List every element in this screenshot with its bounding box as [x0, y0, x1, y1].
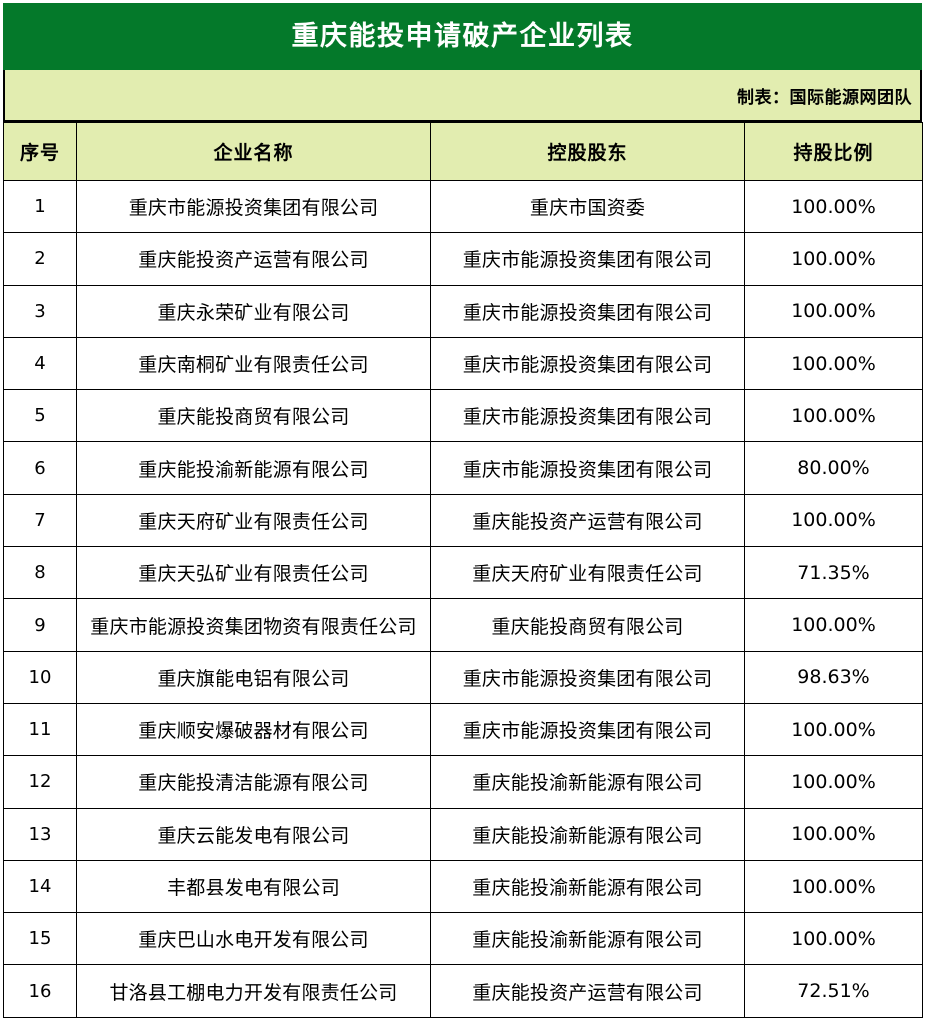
cell-no: 11: [3, 702, 77, 757]
cell-pct: 100.00%: [744, 179, 923, 234]
table-body: 1 重庆市能源投资集团有限公司 重庆市国资委 100.00% 2 重庆能投资产运营有限公司…: [3, 179, 923, 1018]
cell-owner: 重庆市能源投资集团有限公司: [430, 389, 745, 443]
table-header-row: 序号 企业名称 控股股东 持股比例: [3, 122, 923, 181]
cell-pct: 100.00%: [744, 284, 923, 338]
cell-name: 重庆能投资产运营有限公司: [76, 232, 431, 286]
cell-name: 甘洛县工棚电力开发有限责任公司: [76, 964, 431, 1018]
table-row: 16 甘洛县工棚电力开发有限责任公司 重庆能投资产运营有限公司 72.51%: [3, 964, 923, 1018]
cell-owner: 重庆市能源投资集团有限公司: [430, 441, 745, 495]
cell-name: 重庆市能源投资集团物资有限责任公司: [76, 598, 431, 652]
cell-name: 重庆巴山水电开发有限公司: [76, 912, 431, 966]
cell-owner: 重庆市能源投资集团有限公司: [430, 702, 745, 757]
column-header-no: 序号: [3, 122, 77, 181]
column-header-pct: 持股比例: [744, 122, 923, 181]
table-row: 4 重庆南桐矿业有限责任公司 重庆市能源投资集团有限公司 100.00%: [3, 336, 923, 391]
table-row: 11 重庆顺安爆破器材有限公司 重庆市能源投资集团有限公司 100.00%: [3, 702, 923, 757]
cell-no: 2: [3, 232, 77, 286]
cell-name: 重庆顺安爆破器材有限公司: [76, 702, 431, 757]
table-row: 1 重庆市能源投资集团有限公司 重庆市国资委 100.00%: [3, 179, 923, 234]
table-row: 5 重庆能投商贸有限公司 重庆市能源投资集团有限公司 100.00%: [3, 389, 923, 443]
table-row: 13 重庆云能发电有限公司 重庆能投渝新能源有限公司 100.00%: [3, 807, 923, 861]
cell-pct: 100.00%: [744, 232, 923, 286]
cell-name: 重庆市能源投资集团有限公司: [76, 179, 431, 234]
title-banner: 重庆能投申请破产企业列表: [3, 3, 922, 70]
cell-name: 重庆南桐矿业有限责任公司: [76, 336, 431, 391]
column-header-owner: 控股股东: [430, 122, 745, 181]
cell-no: 5: [3, 389, 77, 443]
cell-name: 丰都县发电有限公司: [76, 859, 431, 914]
table-row: 8 重庆天弘矿业有限责任公司 重庆天府矿业有限责任公司 71.35%: [3, 546, 923, 600]
cell-owner: 重庆市能源投资集团有限公司: [430, 650, 745, 704]
table-row: 9 重庆市能源投资集团物资有限责任公司 重庆能投商贸有限公司 100.00%: [3, 598, 923, 652]
cell-name: 重庆能投渝新能源有限公司: [76, 441, 431, 495]
page-title: 重庆能投申请破产企业列表: [291, 21, 634, 52]
cell-no: 3: [3, 284, 77, 338]
cell-pct: 100.00%: [744, 859, 923, 914]
cell-no: 10: [3, 650, 77, 704]
cell-no: 13: [3, 807, 77, 861]
cell-pct: 71.35%: [744, 546, 923, 600]
cell-name: 重庆能投清洁能源有限公司: [76, 755, 431, 809]
table-row: 7 重庆天府矿业有限责任公司 重庆能投资产运营有限公司 100.00%: [3, 493, 923, 548]
cell-owner: 重庆能投商贸有限公司: [430, 598, 745, 652]
cell-no: 9: [3, 598, 77, 652]
cell-no: 16: [3, 964, 77, 1018]
cell-name: 重庆云能发电有限公司: [76, 807, 431, 861]
cell-name: 重庆天府矿业有限责任公司: [76, 493, 431, 548]
cell-pct: 100.00%: [744, 598, 923, 652]
table-row: 2 重庆能投资产运营有限公司 重庆市能源投资集团有限公司 100.00%: [3, 232, 923, 286]
cell-name: 重庆天弘矿业有限责任公司: [76, 546, 431, 600]
table-row: 6 重庆能投渝新能源有限公司 重庆市能源投资集团有限公司 80.00%: [3, 441, 923, 495]
cell-name: 重庆永荣矿业有限公司: [76, 284, 431, 338]
table-row: 14 丰都县发电有限公司 重庆能投渝新能源有限公司 100.00%: [3, 859, 923, 914]
company-table: 序号 企业名称 控股股东 持股比例 1 重庆市能源投资集团有限公司 重庆市国资委 10…: [3, 122, 923, 1018]
table-header: 序号 企业名称 控股股东 持股比例: [3, 122, 923, 181]
cell-owner: 重庆市能源投资集团有限公司: [430, 232, 745, 286]
cell-owner: 重庆能投渝新能源有限公司: [430, 859, 745, 914]
cell-pct: 100.00%: [744, 493, 923, 548]
cell-pct: 100.00%: [744, 807, 923, 861]
table-row: 15 重庆巴山水电开发有限公司 重庆能投渝新能源有限公司 100.00%: [3, 912, 923, 966]
table-row: 3 重庆永荣矿业有限公司 重庆市能源投资集团有限公司 100.00%: [3, 284, 923, 338]
cell-pct: 100.00%: [744, 336, 923, 391]
cell-pct: 100.00%: [744, 702, 923, 757]
cell-pct: 72.51%: [744, 964, 923, 1018]
cell-no: 6: [3, 441, 77, 495]
cell-owner: 重庆天府矿业有限责任公司: [430, 546, 745, 600]
cell-name: 重庆旗能电铝有限公司: [76, 650, 431, 704]
cell-no: 7: [3, 493, 77, 548]
cell-owner: 重庆能投渝新能源有限公司: [430, 755, 745, 809]
cell-owner: 重庆能投资产运营有限公司: [430, 964, 745, 1018]
cell-no: 15: [3, 912, 77, 966]
cell-pct: 98.63%: [744, 650, 923, 704]
cell-owner: 重庆能投渝新能源有限公司: [430, 807, 745, 861]
cell-owner: 重庆市国资委: [430, 179, 745, 234]
column-header-name: 企业名称: [76, 122, 431, 181]
cell-no: 8: [3, 546, 77, 600]
table-row: 12 重庆能投清洁能源有限公司 重庆能投渝新能源有限公司 100.00%: [3, 755, 923, 809]
cell-owner: 重庆市能源投资集团有限公司: [430, 284, 745, 338]
table-row: 10 重庆旗能电铝有限公司 重庆市能源投资集团有限公司 98.63%: [3, 650, 923, 704]
cell-owner: 重庆能投渝新能源有限公司: [430, 912, 745, 966]
cell-pct: 100.00%: [744, 389, 923, 443]
cell-pct: 80.00%: [744, 441, 923, 495]
credit-label: 制表：国际能源网团队: [737, 87, 912, 108]
credit-band: 制表：国际能源网团队: [3, 70, 922, 122]
cell-owner: 重庆市能源投资集团有限公司: [430, 336, 745, 391]
cell-pct: 100.00%: [744, 755, 923, 809]
cell-no: 12: [3, 755, 77, 809]
cell-pct: 100.00%: [744, 912, 923, 966]
cell-name: 重庆能投商贸有限公司: [76, 389, 431, 443]
cell-owner: 重庆能投资产运营有限公司: [430, 493, 745, 548]
cell-no: 14: [3, 859, 77, 914]
cell-no: 4: [3, 336, 77, 391]
cell-no: 1: [3, 179, 77, 234]
